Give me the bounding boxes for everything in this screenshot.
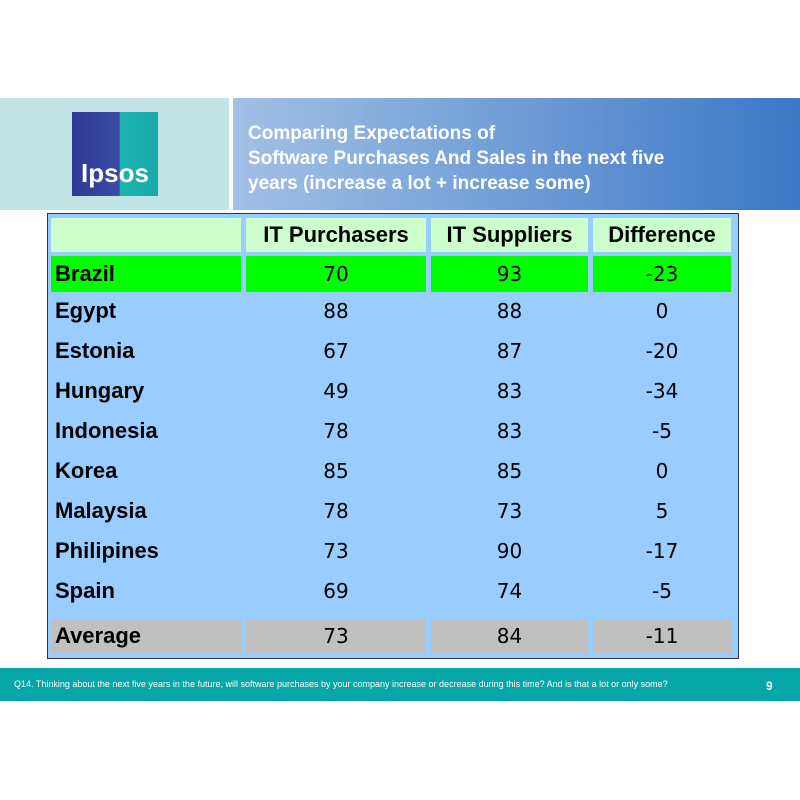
table-cell: -20 — [645, 339, 679, 363]
table-cell: 73 — [323, 539, 349, 563]
table-cell: 88 — [496, 299, 523, 323]
row-label: Spain — [55, 578, 115, 603]
title-line: Comparing Expectations of — [248, 123, 496, 144]
row-label: Egypt — [55, 298, 117, 323]
table-cell: 67 — [323, 339, 349, 363]
table-cell: 93 — [431, 256, 588, 292]
table-cell: -17 — [645, 539, 679, 563]
page-number: 9 — [766, 679, 773, 693]
title-line: Software Purchases And Sales in the next… — [248, 148, 665, 169]
logo-text: Ipsos — [81, 158, 149, 188]
table-cell: 90 — [496, 539, 523, 563]
footer-band — [0, 668, 800, 701]
row-label: Estonia — [55, 338, 135, 363]
row-label: Average — [51, 619, 241, 653]
table-cell: 73 — [496, 499, 523, 523]
table-cell: 49 — [323, 379, 349, 403]
table-cell: 78 — [323, 419, 349, 443]
row-label: Philipines — [55, 538, 159, 563]
row-label: Korea — [55, 458, 118, 483]
table-cell: 74 — [496, 579, 523, 603]
table-cell: 87 — [496, 339, 523, 363]
table-cell: 85 — [496, 459, 523, 483]
table-cell: -5 — [652, 579, 672, 603]
column-header: Difference — [593, 218, 731, 252]
table-cell: 84 — [431, 619, 588, 653]
table-cell: 78 — [323, 499, 349, 523]
footnote: Q14. Thinking about the next five years … — [14, 679, 668, 689]
table-cell: 70 — [246, 256, 426, 292]
table-cell: 0 — [655, 459, 669, 483]
table-cell: 69 — [323, 579, 349, 603]
table-cell: 5 — [655, 499, 669, 523]
column-header: IT Purchasers — [246, 218, 426, 252]
table-cell: 85 — [323, 459, 349, 483]
table-cell: 0 — [655, 299, 669, 323]
row-label: Malaysia — [55, 498, 147, 523]
table-cell: 73 — [246, 619, 426, 653]
table: IT Purchasers IT Suppliers Difference Brazi… — [47, 213, 739, 659]
logo — [72, 112, 158, 196]
table-cell: -5 — [652, 419, 672, 443]
title-band — [233, 98, 800, 210]
table-cell: -11 — [593, 619, 731, 653]
table-cell: 83 — [496, 379, 523, 403]
table-cell: 88 — [323, 299, 349, 323]
row-label: Indonesia — [55, 418, 158, 443]
column-header: IT Suppliers — [431, 218, 588, 252]
title-line: years (increase a lot + increase some) — [248, 173, 591, 194]
table-cell: 83 — [496, 419, 523, 443]
table-cell: -34 — [645, 379, 679, 403]
row-label: Hungary — [55, 378, 145, 403]
header-cell — [51, 218, 241, 252]
row-label: Brazil — [51, 256, 241, 292]
table-cell: -23 — [593, 256, 731, 292]
